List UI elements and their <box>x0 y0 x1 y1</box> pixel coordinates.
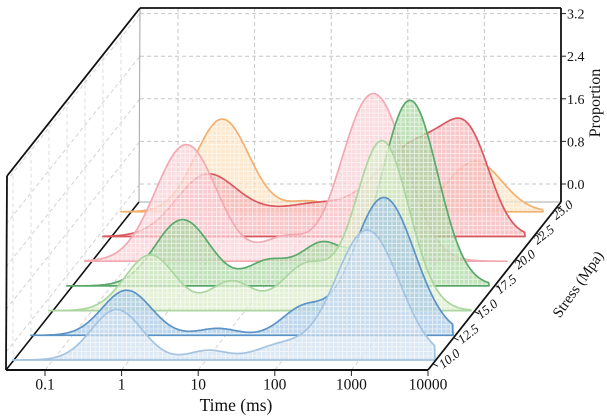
z-tick-label-0.8: 0.8 <box>567 135 585 150</box>
x-tick-label-1: 1 <box>118 376 126 393</box>
y-tick-label-17.5: 17.5 <box>492 271 520 297</box>
axis-tick-marks <box>44 13 566 376</box>
z-axis-title: Proportion <box>587 69 604 137</box>
x-tick-label-0.1: 0.1 <box>35 376 54 393</box>
x-tick-label-1000: 1000 <box>336 376 367 393</box>
x-tick-label-10000: 10000 <box>409 376 448 393</box>
y-axis-title: Stress (Mpa) <box>550 249 607 321</box>
ridge-10.0 <box>12 229 436 361</box>
x-tick-labels: 0.1 1 10 100 1000 10000 <box>35 376 447 393</box>
y-tick-label-15.0: 15.0 <box>473 296 501 322</box>
y-tick-label-25.0: 25.0 <box>549 196 577 222</box>
z-tick-label-2.4: 2.4 <box>567 50 585 65</box>
x-tick-label-100: 100 <box>263 376 287 393</box>
y-tick-label-22.5: 22.5 <box>530 221 558 247</box>
x-axis-title: Time (ms) <box>200 395 273 415</box>
axes-box-edges-front <box>6 7 562 371</box>
z-tick-labels: 0.0 0.8 1.6 2.4 3.2 <box>567 8 585 193</box>
grid-left-wall <box>5 13 141 362</box>
y-tick-label-12.5: 12.5 <box>455 320 483 346</box>
z-tick-label-1.6: 1.6 <box>567 93 585 108</box>
z-tick-label-0.0: 0.0 <box>567 178 585 193</box>
y-tick-label-20.0: 20.0 <box>511 246 539 272</box>
ridges <box>12 92 544 361</box>
z-tick-label-3.2: 3.2 <box>567 8 585 23</box>
y-tick-label-10.0: 10.0 <box>436 345 464 371</box>
x-tick-label-10: 10 <box>190 376 206 393</box>
